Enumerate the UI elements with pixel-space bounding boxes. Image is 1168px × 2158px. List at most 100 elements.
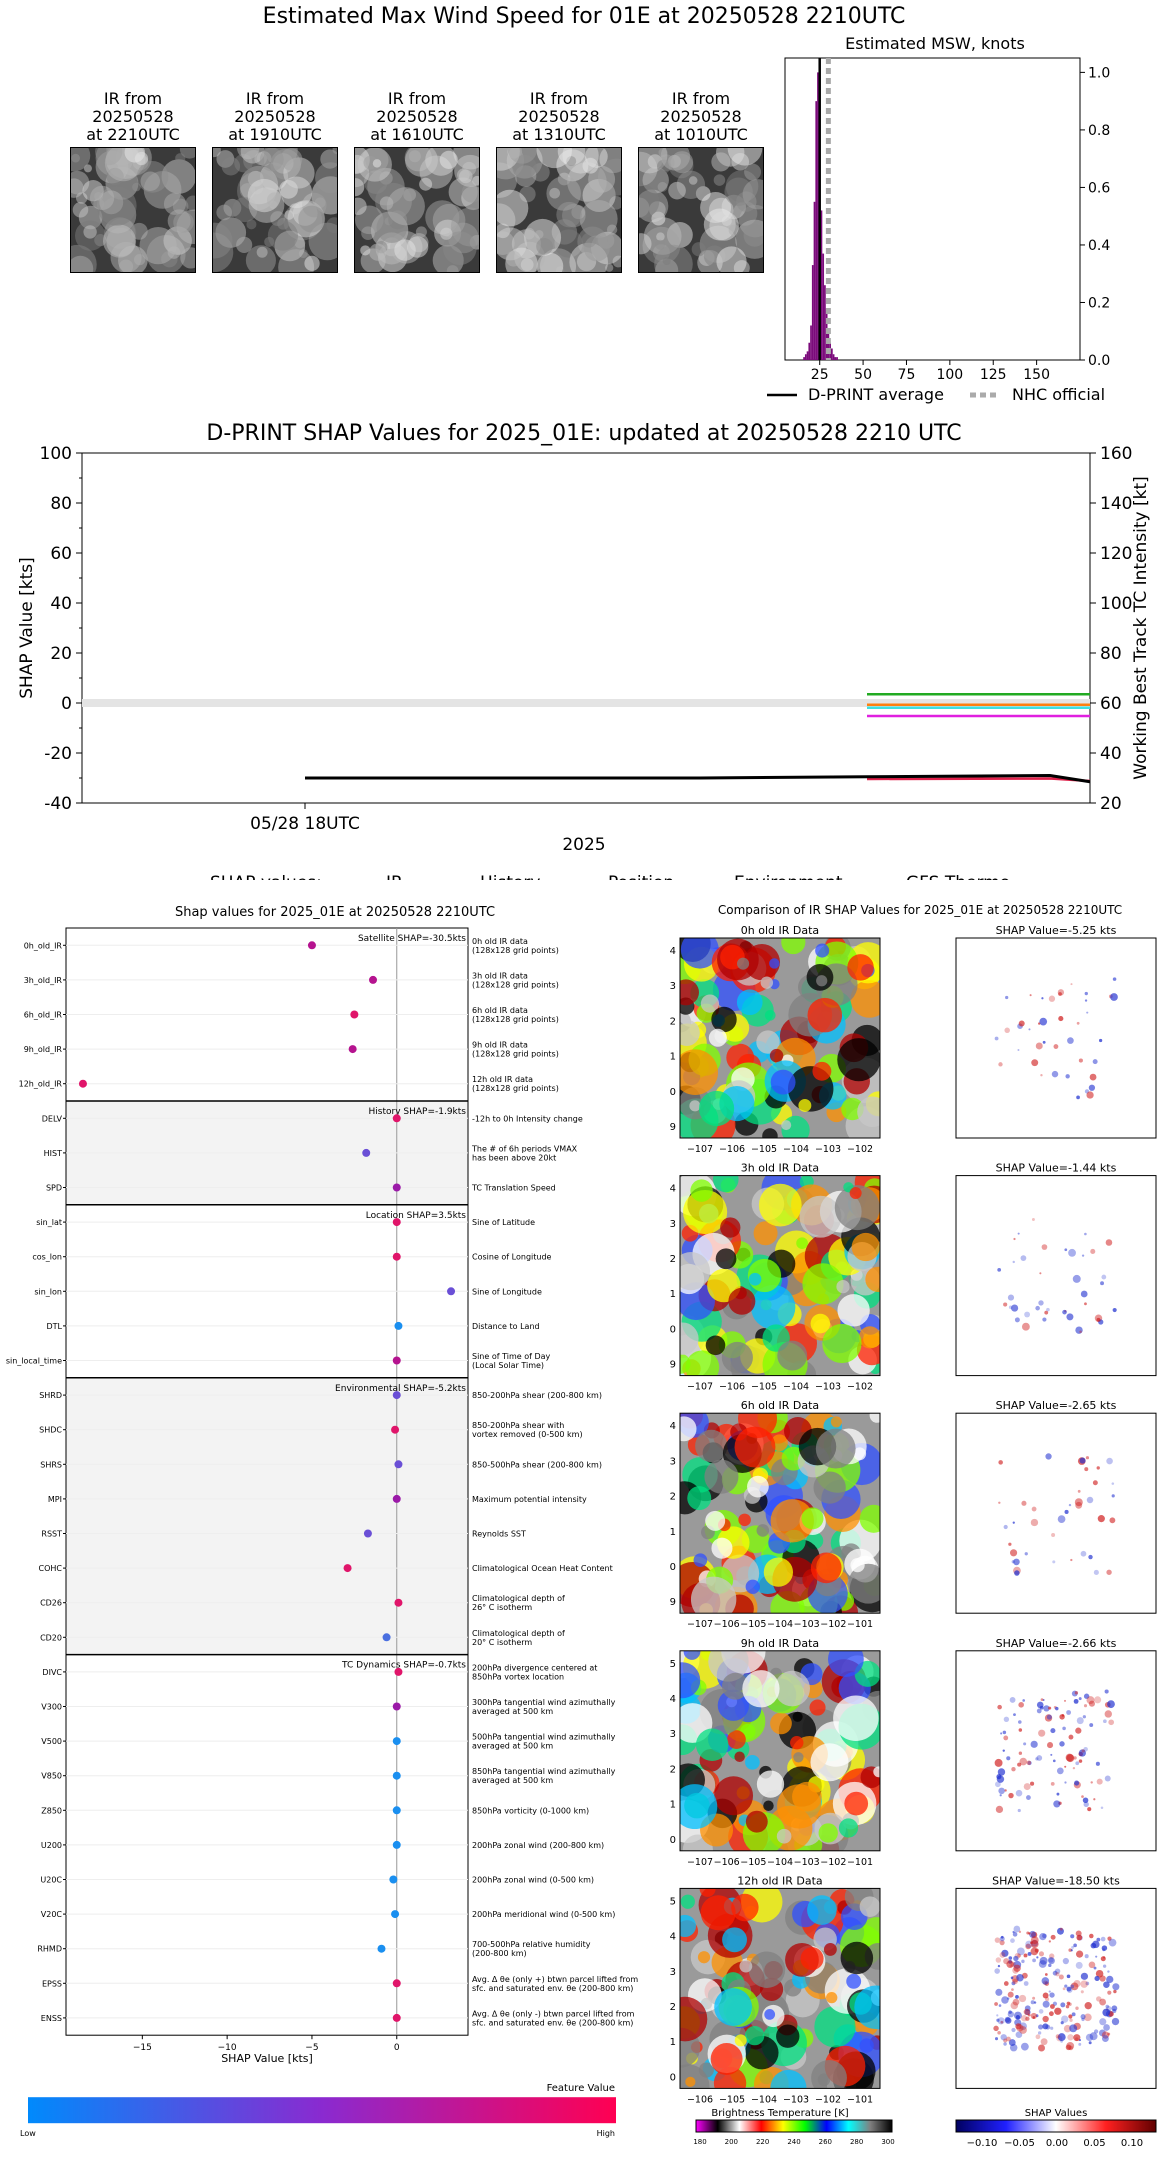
ir-blob — [753, 1221, 778, 1246]
shap-map-pixel — [1035, 1305, 1040, 1311]
cloud-blob — [450, 207, 479, 247]
shap-map-pixel — [1081, 2017, 1085, 2022]
feature-dot — [394, 1321, 403, 1330]
shap-map-pixel — [1011, 1988, 1014, 1992]
ir-frame — [679, 1887, 881, 2089]
shap-map-pixel — [1084, 999, 1088, 1002]
feature-description: 12h old IR data — [472, 1075, 533, 1084]
shap-map-pixel — [1000, 2034, 1007, 2041]
cloud-blob — [691, 242, 706, 257]
feature-description: 850-200hPa shear with — [472, 1421, 564, 1430]
ts-xtick-label: 05/28 18UTC — [250, 814, 360, 834]
msw-xtick-label: 125 — [980, 367, 1007, 383]
ir-image — [680, 1413, 880, 1614]
ir-blob — [700, 994, 720, 1013]
shap-map-pixel — [1066, 1754, 1075, 1763]
shap-map-pixel — [1058, 1016, 1064, 1022]
ir-blob — [802, 1263, 844, 1305]
shap-map-pixel — [1048, 2011, 1054, 2017]
ir-ytick-label: 13 — [670, 1729, 676, 1740]
shap-map-pixel — [1030, 2000, 1035, 2005]
feature-label: sin_lon — [34, 1287, 62, 1296]
shap-map-pixel — [1042, 1317, 1047, 1322]
ir-blob — [721, 1672, 749, 1700]
shap-map-pixel — [1053, 1800, 1061, 1808]
shap-map-pixel — [1085, 1981, 1090, 1986]
ir-blob — [756, 1524, 770, 1537]
ir-blob — [690, 1179, 713, 1202]
ir-blob — [680, 1019, 700, 1046]
shap-map-pixel — [1057, 2033, 1066, 2042]
shap-map-pixel — [1015, 2023, 1022, 2030]
shap-map-pixel — [1070, 1982, 1079, 1991]
ir-blob — [770, 1499, 814, 1543]
msw-ytick-label: 0.6 — [1088, 180, 1110, 196]
feature-dot — [392, 1806, 401, 1815]
shap-map-pixel — [1096, 1937, 1101, 1942]
ir-blob — [745, 1755, 760, 1770]
msw-bar — [810, 325, 812, 360]
cloud-blob — [671, 151, 694, 174]
shap-map-pixel — [1067, 2034, 1074, 2041]
thumbnail-caption: IR from 20250528 at 1610UTC — [370, 89, 464, 144]
shap-map-pixel — [1052, 1970, 1058, 1976]
shap-map-pixel — [1048, 1963, 1052, 1968]
shap-map-pixel — [1088, 1554, 1093, 1560]
shap-map-pixel — [1066, 1313, 1074, 1321]
shap-map-pixel — [1042, 1040, 1046, 1044]
shap-map-pixel — [1017, 1762, 1022, 1767]
thumbnail-caption: IR from 20250528 at 1310UTC — [512, 89, 606, 144]
msw-bar — [808, 342, 811, 360]
ir-ytick-label: 11 — [670, 1800, 676, 1811]
feature-dot — [369, 975, 378, 984]
shap-map-pixel — [1017, 1808, 1021, 1813]
shap-map-pixel — [1069, 2018, 1073, 2022]
shap-map-pixel — [1048, 1706, 1052, 1710]
shap-map-pixel — [1083, 1801, 1089, 1808]
msw-bar — [822, 253, 825, 360]
feature-dot — [392, 1114, 401, 1123]
ir-blob — [854, 1985, 880, 2030]
ir-blob — [700, 1997, 713, 2010]
shap-map-pixel — [1062, 1957, 1069, 1965]
ir-blob — [770, 1712, 792, 1735]
ir-blob — [739, 1959, 753, 1973]
shap-map-pixel — [1086, 1496, 1094, 1504]
feature-dot — [392, 1183, 401, 1192]
feature-label: MPI — [48, 1495, 62, 1504]
shap-tick-label: 0.10 — [1121, 2138, 1143, 2149]
shap-map-pixel — [1017, 1049, 1020, 1052]
feature-description: 20° C isotherm — [472, 1638, 532, 1647]
ir-ytick-label: 12 — [670, 2002, 676, 2013]
shap-map-pixel — [1104, 1775, 1111, 1782]
cloud-blob — [247, 178, 282, 213]
shap-map-pixel — [1074, 1498, 1083, 1507]
shap-map-pixel — [1026, 1931, 1030, 1935]
shap-map-pixel — [1042, 1992, 1049, 1999]
ir-blob — [689, 1100, 701, 1112]
ir-blob — [799, 1195, 842, 1238]
ir-blob — [745, 2025, 765, 2046]
shap-map-pixel — [1092, 1059, 1098, 1065]
legend-average-label: D-PRINT average — [808, 385, 944, 404]
ir-blob — [763, 1800, 774, 1812]
shap-map-pixel — [1068, 1734, 1074, 1740]
feature-description: Distance to Land — [472, 1322, 540, 1331]
cloud-blob — [83, 225, 97, 239]
shap-map-pixel — [1016, 1974, 1024, 1982]
shap-map-pixel — [1042, 1699, 1045, 1702]
shap-map-pixel — [1088, 1084, 1096, 1091]
shap-map-pixel — [1107, 1936, 1112, 1941]
cloud-blob — [94, 191, 104, 201]
cloud-blob — [419, 177, 433, 191]
feature-dot — [394, 1667, 403, 1676]
shap-map-pixel — [1031, 1218, 1035, 1221]
shap-map-pixel — [1066, 2001, 1071, 2006]
shap-map-pixel — [1054, 2007, 1062, 2015]
shap-map-pixel — [1041, 997, 1044, 1000]
cloud-blob — [213, 148, 221, 158]
shap-map-pixel — [1013, 1558, 1020, 1566]
cloud-blob — [110, 241, 142, 272]
ir-xtick-label: −105 — [751, 1382, 777, 1393]
feature-description: averaged at 500 km — [472, 1707, 553, 1716]
